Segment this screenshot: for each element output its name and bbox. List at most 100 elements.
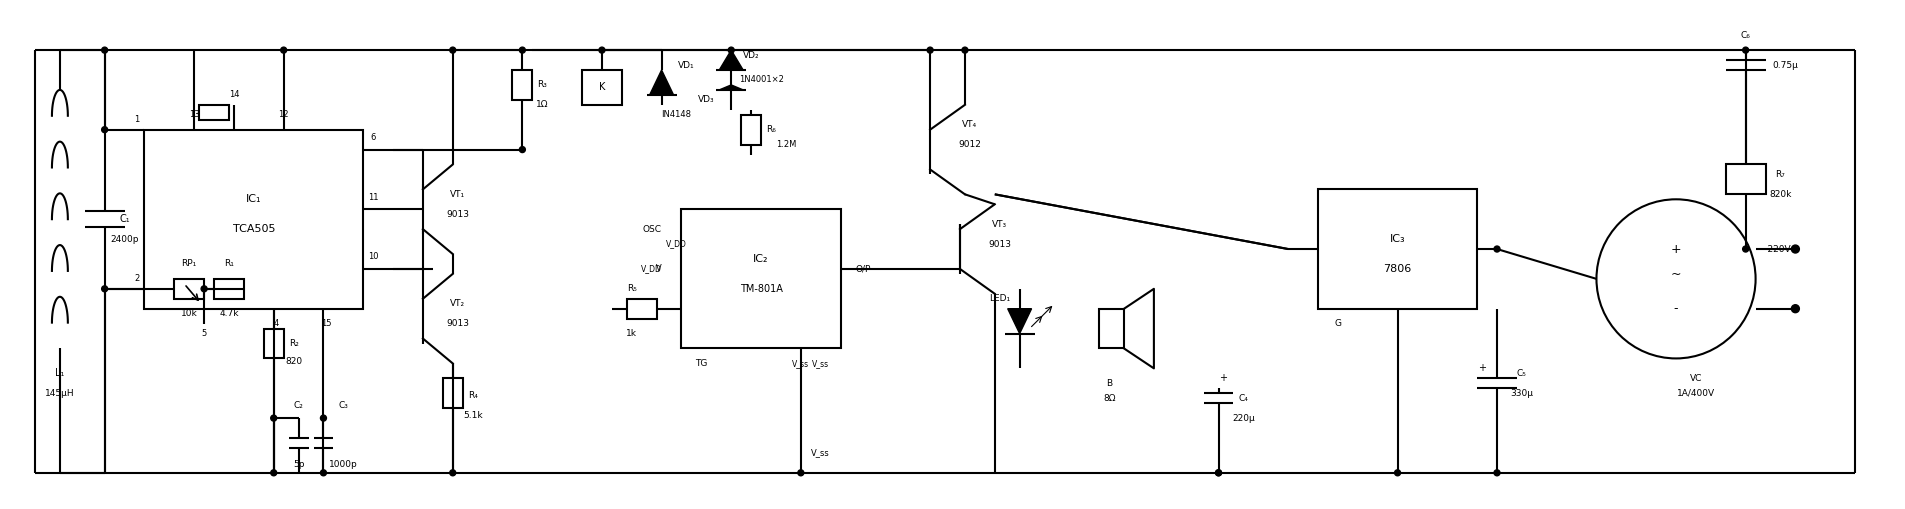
Text: V_ss: V_ss [792,359,810,368]
Bar [512,70,531,100]
Circle shape [280,47,286,53]
Circle shape [1791,305,1800,313]
Circle shape [1743,246,1749,252]
Text: 4: 4 [274,319,280,328]
Circle shape [1215,470,1221,476]
Circle shape [1394,470,1400,476]
Bar [583,70,621,105]
Text: C₃: C₃ [339,401,349,410]
Circle shape [1494,470,1499,476]
Text: 2: 2 [133,274,139,284]
Text: 1Ω: 1Ω [535,100,549,109]
Text: C₁: C₁ [120,214,130,224]
Text: VT₂: VT₂ [450,299,465,308]
Circle shape [320,415,326,421]
Bar [213,279,244,299]
Text: 7806: 7806 [1383,264,1412,274]
Circle shape [798,470,804,476]
Circle shape [598,47,606,53]
Text: VT₃: VT₃ [993,220,1008,229]
Polygon shape [720,50,743,70]
Text: V_DD: V_DD [667,240,688,248]
Text: IC₂: IC₂ [752,254,770,264]
Text: 220μ: 220μ [1233,414,1255,422]
Text: R₃: R₃ [537,80,547,90]
Text: L₁: L₁ [55,369,65,378]
Bar [1318,189,1476,308]
Text: VD₂: VD₂ [743,50,760,60]
Text: C₆: C₆ [1741,31,1751,40]
Text: -: - [1674,302,1678,315]
Text: +: + [1671,242,1682,256]
Bar [173,279,204,299]
Text: G: G [1334,319,1341,328]
Text: V_ss: V_ss [812,359,829,368]
Text: 15: 15 [322,319,331,328]
Circle shape [728,47,733,53]
Text: RP₁: RP₁ [181,260,196,268]
Text: V_ss: V_ss [812,448,831,458]
Circle shape [450,47,455,53]
Text: TG: TG [695,359,707,368]
Text: V_DD: V_DD [640,264,661,273]
Circle shape [101,47,109,53]
Circle shape [1791,245,1800,253]
Circle shape [928,47,933,53]
Circle shape [320,470,326,476]
Text: TM-801A: TM-801A [739,284,783,294]
Circle shape [450,470,455,476]
Text: 12: 12 [278,110,290,119]
Text: +: + [1478,363,1486,374]
Circle shape [1215,470,1221,476]
Text: ~220V: ~220V [1760,244,1791,253]
Text: 9013: 9013 [989,240,1012,248]
Text: 1000p: 1000p [330,460,358,469]
Text: 5.1k: 5.1k [463,411,482,420]
Text: 1A/400V: 1A/400V [1676,389,1715,398]
Text: TCA505: TCA505 [232,224,274,234]
Text: +: + [1219,373,1227,383]
Text: 9013: 9013 [446,319,469,328]
Polygon shape [650,70,674,95]
Text: 5: 5 [202,329,208,338]
Bar [1726,164,1766,194]
Text: 820: 820 [286,357,303,366]
Text: VD₃: VD₃ [697,95,714,104]
Text: C₅: C₅ [1516,369,1526,378]
Text: OSC: OSC [642,224,661,234]
Text: VT₁: VT₁ [450,190,465,199]
Text: 14: 14 [229,91,240,99]
Text: 13: 13 [189,110,200,119]
Text: 5p: 5p [293,460,305,469]
Text: ~: ~ [1671,267,1682,280]
Text: C₂: C₂ [293,401,303,410]
Text: R₂: R₂ [290,339,299,348]
Circle shape [202,286,208,292]
Text: C₄: C₄ [1238,393,1248,403]
Bar [200,105,229,120]
Text: R₇: R₇ [1775,170,1785,179]
Text: V: V [655,264,661,273]
Text: B: B [1107,379,1113,388]
Text: R₄: R₄ [469,391,478,400]
Text: VT₄: VT₄ [962,120,977,129]
Text: IC₃: IC₃ [1391,234,1406,244]
Text: 1N4001×2: 1N4001×2 [739,75,783,84]
Text: 6: 6 [370,133,375,142]
Circle shape [1743,47,1749,53]
Polygon shape [720,85,743,90]
Text: 8Ω: 8Ω [1103,393,1116,403]
Text: IN4148: IN4148 [661,110,692,119]
Circle shape [101,127,109,133]
Text: 330μ: 330μ [1511,389,1534,398]
Text: 11: 11 [368,193,379,202]
Text: R₁: R₁ [225,260,234,268]
Bar [682,209,840,349]
Bar [627,299,657,319]
Text: 10: 10 [368,252,379,262]
Text: 1.2M: 1.2M [775,140,796,149]
Text: K: K [598,82,606,93]
Bar [442,378,463,408]
Circle shape [101,286,109,292]
Text: VD₁: VD₁ [678,61,695,70]
